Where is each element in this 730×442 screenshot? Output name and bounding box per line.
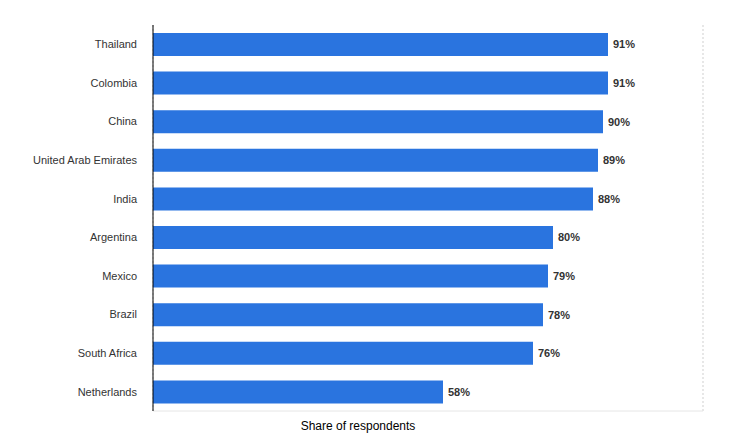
svg-text:Brazil: Brazil [109, 308, 137, 320]
svg-text:76%: 76% [538, 347, 560, 359]
svg-text:Thailand: Thailand [95, 38, 137, 50]
svg-text:78%: 78% [548, 309, 570, 321]
svg-text:91%: 91% [613, 77, 635, 89]
svg-text:58%: 58% [448, 386, 470, 398]
svg-text:80%: 80% [558, 231, 580, 243]
svg-text:China: China [108, 115, 138, 127]
svg-text:South Africa: South Africa [78, 347, 138, 359]
svg-text:90%: 90% [608, 116, 630, 128]
svg-text:91%: 91% [613, 38, 635, 50]
svg-text:89%: 89% [603, 154, 625, 166]
svg-text:United Arab Emirates: United Arab Emirates [33, 154, 137, 166]
svg-text:India: India [113, 193, 138, 205]
svg-text:Netherlands: Netherlands [78, 386, 138, 398]
svg-text:88%: 88% [598, 193, 620, 205]
svg-text:79%: 79% [553, 270, 575, 282]
svg-text:Colombia: Colombia [91, 77, 138, 89]
svg-text:Mexico: Mexico [102, 270, 137, 282]
svg-text:Argentina: Argentina [90, 231, 138, 243]
svg-text:Share of respondents: Share of respondents [301, 419, 416, 433]
